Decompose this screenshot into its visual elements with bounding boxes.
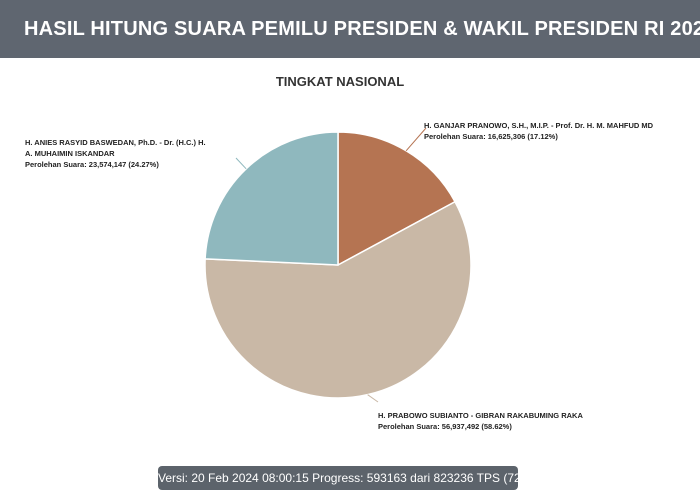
- connector-ganjar: [405, 127, 427, 152]
- page-title: HASIL HITUNG SUARA PEMILU PRESIDEN & WAK…: [24, 18, 700, 40]
- slice-name-prabowo: H. PRABOWO SUBIANTO - GIBRAN RAKABUMING …: [378, 411, 583, 420]
- slice-label-prabowo: H. PRABOWO SUBIANTO - GIBRAN RAKABUMING …: [378, 410, 583, 432]
- pie-slice-anies[interactable]: [204, 131, 339, 266]
- header-bar: HASIL HITUNG SUARA PEMILU PRESIDEN & WAK…: [0, 0, 700, 58]
- slice-votes-ganjar: Perolehan Suara: 16,625,306 (17.12%): [424, 132, 558, 141]
- slice-label-ganjar: H. GANJAR PRANOWO, S.H., M.I.P. - Prof. …: [424, 120, 653, 142]
- slice-votes-anies: Perolehan Suara: 23,574,147 (24.27%): [25, 160, 159, 169]
- pie-slice-ganjar[interactable]: [337, 131, 457, 267]
- version-progress-bar: Versi: 20 Feb 2024 08:00:15 Progress: 59…: [158, 466, 552, 490]
- slice-label-anies: H. ANIES RASYID BASWEDAN, Ph.D. - Dr. (H…: [25, 137, 206, 170]
- slice-votes-prabowo: Perolehan Suara: 56,937,492 (58.62%): [378, 422, 512, 431]
- chart-title: TINGKAT NASIONAL: [275, 74, 405, 89]
- connector-anies: [235, 157, 247, 170]
- slice-name-ganjar: H. GANJAR PRANOWO, S.H., M.I.P. - Prof. …: [424, 121, 654, 130]
- connector-prabowo: [367, 394, 379, 403]
- slice-name-anies-line1: H. ANIES RASYID BASWEDAN, Ph.D. - Dr. (H…: [25, 138, 206, 147]
- pie-slice-prabowo[interactable]: [204, 200, 472, 399]
- slice-name-anies-line2: A. MUHAIMIN ISKANDAR: [25, 149, 115, 158]
